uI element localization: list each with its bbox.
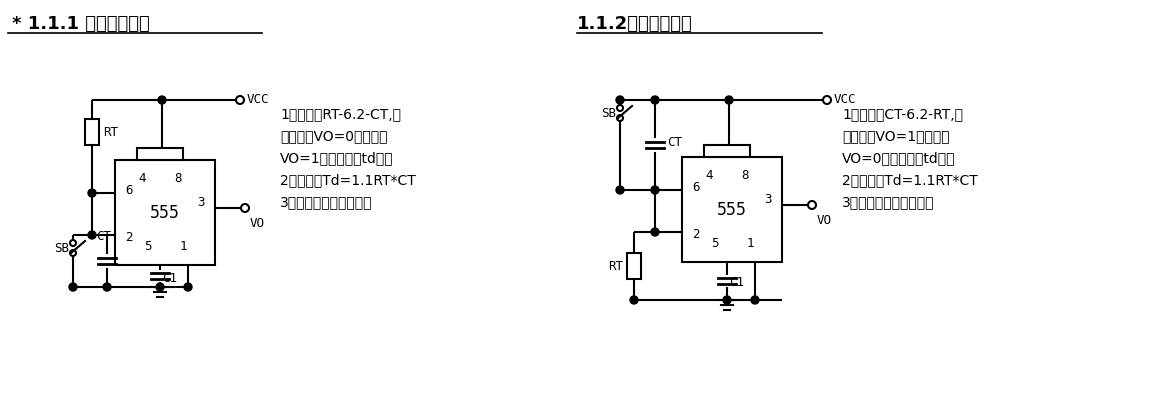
Circle shape [156, 283, 164, 291]
Circle shape [751, 296, 759, 304]
Bar [682, 157, 783, 262]
Text: CT: CT [96, 230, 112, 243]
Circle shape [69, 283, 78, 291]
Text: 1）特点：RT-6.2-CT,人: 1）特点：RT-6.2-CT,人 [280, 107, 401, 121]
Circle shape [617, 105, 623, 111]
Circle shape [630, 296, 638, 304]
Circle shape [822, 96, 831, 104]
Text: 3: 3 [197, 196, 204, 209]
Text: SB: SB [54, 241, 69, 254]
Text: 2: 2 [692, 228, 699, 241]
Text: VO=1，暂稳态（td）。: VO=1，暂稳态（td）。 [280, 151, 394, 165]
Text: 2）公式：Td=1.1RT*CT: 2）公式：Td=1.1RT*CT [280, 173, 416, 187]
Text: 3: 3 [765, 193, 772, 206]
Text: 6: 6 [692, 181, 699, 194]
Text: 6: 6 [125, 184, 133, 196]
Text: 工启动，VO=1，稳态；: 工启动，VO=1，稳态； [842, 129, 949, 143]
Text: 5: 5 [711, 237, 719, 250]
Circle shape [88, 231, 96, 239]
Text: * 1.1.1 人工启动单稳: * 1.1.1 人工启动单稳 [12, 15, 149, 33]
Circle shape [616, 186, 624, 194]
Text: VO=0，暂稳态（td）。: VO=0，暂稳态（td）。 [842, 151, 955, 165]
Text: 8: 8 [174, 172, 182, 185]
Circle shape [651, 96, 659, 104]
Circle shape [651, 228, 659, 236]
Text: 1: 1 [746, 237, 753, 250]
Text: 555: 555 [717, 201, 747, 218]
Text: VCC: VCC [247, 92, 269, 105]
Circle shape [241, 204, 249, 212]
Text: 2: 2 [125, 231, 133, 243]
Text: RT: RT [607, 260, 623, 273]
Text: 工启动，VO=0，稳态；: 工启动，VO=0，稳态； [280, 129, 388, 143]
Circle shape [651, 186, 659, 194]
Text: 4: 4 [139, 172, 146, 185]
Circle shape [723, 296, 731, 304]
Circle shape [70, 240, 76, 246]
Text: 1: 1 [180, 240, 187, 253]
Bar [137, 148, 183, 160]
Circle shape [617, 115, 623, 121]
Text: VO: VO [250, 216, 266, 229]
Text: 555: 555 [150, 203, 180, 222]
Circle shape [103, 283, 110, 291]
Circle shape [616, 96, 624, 104]
Bar [627, 253, 642, 279]
Text: SB: SB [600, 107, 616, 120]
Text: CT: CT [667, 135, 682, 149]
Circle shape [184, 283, 192, 291]
Bar [704, 145, 750, 157]
Text: 3）用途：定时，延时。: 3）用途：定时，延时。 [280, 195, 372, 209]
Text: 8: 8 [741, 169, 748, 182]
Text: VO: VO [817, 214, 832, 226]
Circle shape [808, 201, 815, 209]
Text: 1）特点：CT-6.2-RT,人: 1）特点：CT-6.2-RT,人 [842, 107, 963, 121]
Circle shape [236, 96, 244, 104]
Circle shape [70, 250, 76, 256]
Text: RT: RT [103, 126, 118, 139]
Text: 5: 5 [145, 240, 152, 253]
Text: VCC: VCC [834, 92, 857, 105]
Text: 1.1.2人工启动单稳: 1.1.2人工启动单稳 [577, 15, 693, 33]
Text: C1: C1 [162, 271, 177, 284]
Circle shape [725, 96, 733, 104]
Bar [115, 160, 215, 265]
Circle shape [88, 189, 96, 197]
Text: 3）用途：定时，延时。: 3）用途：定时，延时。 [842, 195, 934, 209]
Text: 4: 4 [705, 169, 713, 182]
Bar [85, 119, 99, 145]
Circle shape [157, 96, 166, 104]
Text: 2）公式：Td=1.1RT*CT: 2）公式：Td=1.1RT*CT [842, 173, 978, 187]
Text: C1: C1 [728, 276, 744, 290]
